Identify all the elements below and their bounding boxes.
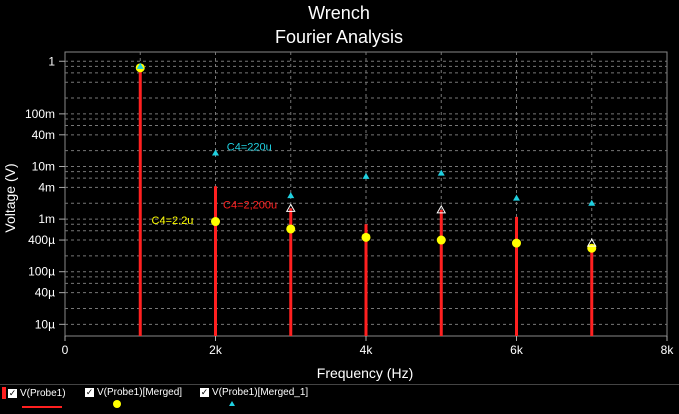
chart-title: Wrench (308, 3, 370, 23)
circle-marker (512, 238, 521, 248)
circle-marker (361, 232, 371, 242)
legend-checkbox[interactable]: ✓ (8, 387, 17, 398)
y-tick-label: 4m (38, 180, 55, 194)
x-tick-label: 8k (661, 343, 675, 357)
legend-marker-red (2, 387, 6, 399)
legend: ✓ V(Probe1) ✓ V(Probe1)[Merged] ✓ V(Prob… (0, 384, 679, 414)
triangle-outline-marker (285, 203, 296, 212)
annotations: C4=220u C4=2,200u C4=2.2u (152, 142, 278, 228)
legend-swatch-triangle (229, 401, 235, 406)
y-tick-label: 1 (48, 54, 55, 68)
triangle-outline-marker (586, 238, 597, 247)
data-marks (135, 62, 597, 336)
x-tick-labels: 0 2k 4k 6k 8k (62, 336, 675, 357)
annotation-label: C4=220u (227, 142, 272, 154)
triangle-outline-marker (436, 204, 447, 214)
y-tick-label: 1m (38, 212, 55, 226)
circle-marker (436, 235, 446, 245)
legend-swatch-circle (113, 400, 121, 408)
legend-label: V(Probe1) (20, 387, 66, 399)
triangle-marker (437, 169, 445, 176)
triangle-marker (588, 199, 596, 206)
triangle-marker (513, 194, 520, 201)
triangle-marker (212, 149, 219, 156)
y-tick-labels: 1 100m 40m 10m 4m 1m 400µ 100µ 40µ 10µ (25, 54, 65, 331)
y-tick-label: 100µ (28, 265, 55, 279)
y-tick-label: 10m (32, 159, 55, 173)
legend-item-merged[interactable]: ✓ V(Probe1)[Merged] (85, 387, 182, 398)
legend-item-merged-1[interactable]: ✓ V(Probe1)[Merged_1] (200, 387, 308, 398)
triangle-marker (136, 62, 144, 69)
triangle-marker (287, 192, 295, 199)
x-axis-label: Frequency (Hz) (317, 365, 413, 381)
legend-label: V(Probe1)[Merged_1] (212, 387, 309, 398)
annotation-label: C4=2.2u (152, 215, 194, 227)
y-tick-label: 40µ (35, 286, 55, 300)
chart-subtitle: Fourier Analysis (275, 27, 403, 47)
circle-marker (286, 224, 296, 234)
x-tick-label: 0 (62, 343, 69, 357)
legend-item-probe1[interactable]: ✓ V(Probe1) (2, 387, 66, 399)
chart-plot: Wrench Fourier Analysis 1 100m 40m 10m 4m 1m 4… (2, 3, 675, 381)
y-tick-label: 400µ (28, 233, 55, 247)
y-axis-label: Voltage (V) (2, 163, 18, 232)
annotation-label: C4=2,200u (223, 199, 277, 211)
triangle-marker (362, 172, 370, 179)
x-tick-label: 4k (360, 343, 374, 357)
circle-marker (211, 217, 220, 227)
legend-checkbox[interactable]: ✓ (85, 387, 94, 397)
y-tick-label: 10µ (35, 317, 55, 331)
y-tick-label: 100m (25, 107, 55, 121)
legend-checkbox[interactable]: ✓ (200, 387, 209, 397)
x-tick-label: 2k (209, 343, 223, 357)
y-tick-label: 40m (32, 128, 55, 142)
legend-label: V(Probe1)[Merged] (97, 387, 183, 398)
x-tick-label: 6k (510, 343, 524, 357)
